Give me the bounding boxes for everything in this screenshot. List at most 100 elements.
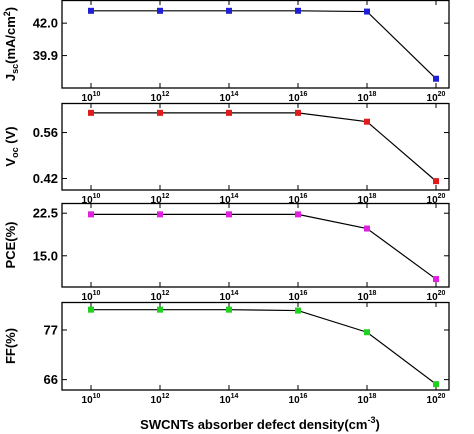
x-tick-label: 1012: [151, 290, 170, 303]
y-axis-label-main: J: [3, 74, 18, 81]
data-point: [88, 211, 94, 218]
x-tick-label-exp: 20: [438, 193, 446, 200]
x-tick-label: 1018: [358, 193, 377, 206]
x-tick-label-exp: 10: [93, 91, 101, 98]
data-point: [88, 7, 94, 14]
data-point: [364, 118, 370, 125]
y-axis-label: FF(%): [3, 328, 18, 364]
x-tick-label-base: 10: [427, 292, 439, 303]
plot-frame: [61, 102, 450, 191]
data-point: [226, 211, 232, 218]
x-tick-label-exp: 18: [369, 290, 377, 297]
data-point: [433, 276, 439, 283]
x-tick-label-base: 10: [151, 395, 163, 406]
x-tick-label: 1010: [82, 393, 101, 406]
x-tick-label-base: 10: [427, 195, 439, 206]
x-tick-label-base: 10: [358, 93, 370, 104]
x-tick-label: 1012: [151, 91, 170, 104]
x-tick-label-base: 10: [358, 195, 370, 206]
x-tick-label-base: 10: [358, 395, 370, 406]
data-point: [226, 306, 232, 313]
data-point: [226, 7, 232, 14]
x-tick-label-exp: 16: [300, 393, 308, 400]
y-tick-label: 0.56: [33, 125, 58, 140]
x-tick-label: 1016: [289, 91, 308, 104]
x-tick-label-base: 10: [427, 395, 439, 406]
data-point: [295, 7, 301, 14]
x-tick-label-base: 10: [82, 395, 94, 406]
x-tick-label-base: 10: [289, 395, 301, 406]
x-tick-label-base: 10: [358, 292, 370, 303]
data-point: [295, 307, 301, 314]
y-tick-label: 66: [44, 372, 58, 387]
x-tick-label: 1020: [427, 91, 446, 104]
y-tick-label: 15.0: [33, 248, 58, 263]
series-line: [91, 213, 437, 280]
x-tick-label: 1018: [358, 290, 377, 303]
x-axis-label-end: ): [375, 417, 379, 432]
x-tick-label-exp: 12: [162, 91, 170, 98]
x-tick-label-base: 10: [427, 93, 439, 104]
x-tick-label-exp: 20: [438, 91, 446, 98]
y-tick-label: 42.0: [33, 16, 58, 31]
x-tick-label: 1018: [358, 91, 377, 104]
panel-1: 1010 1012 1014 1016 1018 102039.942.0Jsc(mA/c…: [2, 0, 450, 104]
x-tick-label-exp: 20: [438, 290, 446, 297]
y-axis-label-main: V: [3, 158, 18, 167]
x-tick-label-base: 10: [151, 195, 163, 206]
y-axis-label-sub: sc: [10, 64, 20, 74]
x-tick-label: 1014: [220, 91, 239, 104]
x-tick-label-base: 10: [289, 292, 301, 303]
y-axis-label: Jsc(mA/cm2): [2, 7, 20, 81]
x-tick-label-base: 10: [82, 292, 94, 303]
x-tick-label-base: 10: [289, 195, 301, 206]
data-point: [364, 225, 370, 232]
y-tick-label: 0.42: [33, 171, 58, 186]
x-tick-label-exp: 18: [369, 91, 377, 98]
panels: 1010 1012 1014 1016 1018 102039.942.0Jsc(mA/c…: [2, 0, 450, 406]
data-point: [226, 109, 232, 116]
x-tick-label-base: 10: [220, 395, 232, 406]
x-tick-label: 1014: [220, 193, 239, 206]
plot-frame: [61, 0, 450, 89]
data-point: [157, 211, 163, 218]
x-tick-label-exp: 16: [300, 290, 308, 297]
x-tick-label-exp: 16: [300, 91, 308, 98]
x-tick-label-exp: 12: [162, 393, 170, 400]
x-tick-label: 1014: [220, 290, 239, 303]
data-point: [88, 109, 94, 116]
y-axis-label-main: FF(%): [3, 328, 18, 364]
x-tick-label-base: 10: [220, 195, 232, 206]
x-tick-label-exp: 10: [93, 290, 101, 297]
y-axis-label-sup: 2: [2, 11, 12, 16]
y-axis-label-end: ): [3, 7, 18, 11]
x-tick-label-exp: 10: [93, 393, 101, 400]
x-tick-label-exp: 14: [231, 91, 239, 98]
x-tick-label: 1010: [82, 193, 101, 206]
y-axis-label-rest: (V): [3, 126, 18, 147]
series-line: [91, 309, 437, 385]
x-tick-label-exp: 12: [162, 290, 170, 297]
x-tick-label: 1020: [427, 393, 446, 406]
x-tick-label: 1012: [151, 193, 170, 206]
y-tick-label: 77: [44, 322, 58, 337]
y-axis-label: Voc (V): [3, 126, 20, 166]
x-tick-label: 1016: [289, 193, 308, 206]
data-point: [433, 75, 439, 82]
data-point: [157, 109, 163, 116]
x-tick-label-base: 10: [151, 292, 163, 303]
x-axis-label-sup: -3: [367, 415, 375, 425]
x-tick-label-base: 10: [220, 292, 232, 303]
x-tick-label: 1020: [427, 290, 446, 303]
y-tick-label: 39.9: [33, 48, 58, 63]
y-tick-label: 22.5: [33, 206, 58, 221]
x-tick-label-base: 10: [82, 93, 94, 104]
plot-frame: [61, 202, 450, 288]
x-tick-label: 1012: [151, 393, 170, 406]
data-point: [88, 306, 94, 313]
x-tick-label: 1010: [82, 290, 101, 303]
data-point: [295, 109, 301, 116]
x-tick-label-base: 10: [220, 93, 232, 104]
